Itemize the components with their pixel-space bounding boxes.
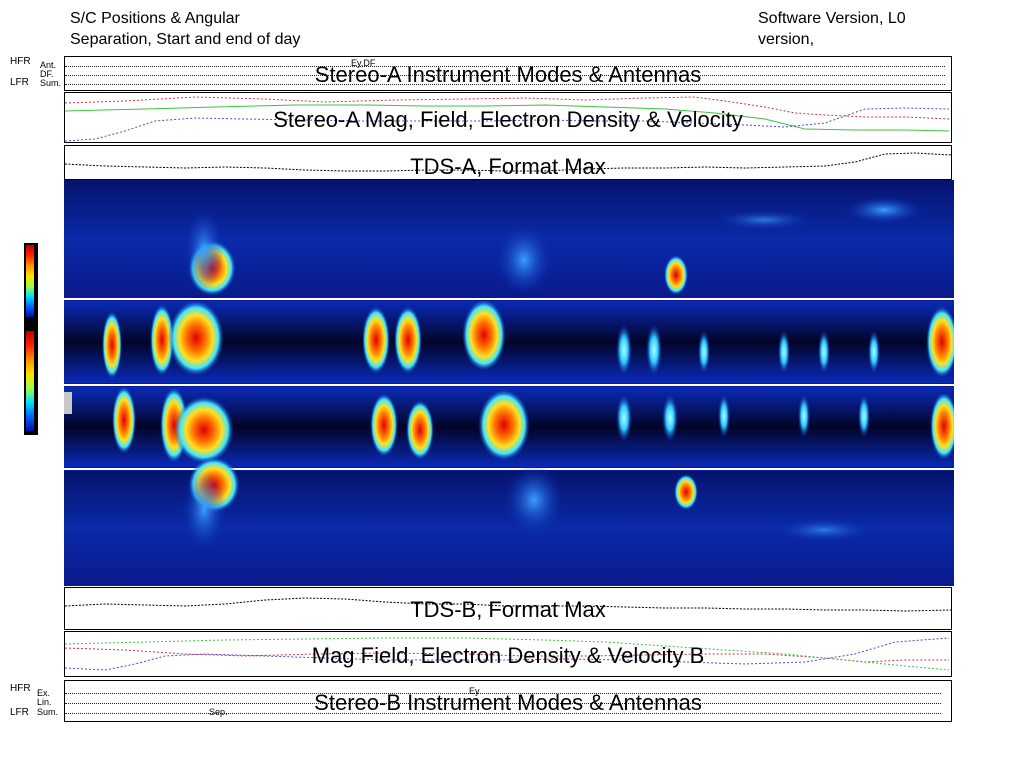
spectrogram-a-hfr — [64, 180, 954, 298]
stereo-a-row1-label: Ant. — [40, 60, 57, 70]
spectrogram-a-lfr — [64, 299, 954, 383]
stereo-b-mode-marker: Ey — [469, 686, 480, 696]
header-right: Software Version, L0 version, — [758, 8, 906, 50]
stereo-a-mag-red-trace — [65, 96, 950, 120]
stereo-b-row3-label: Sum. — [37, 707, 59, 717]
stereo-b-lfr-label: LFR — [10, 707, 29, 718]
stereo-b-modes-panel: Ey Sep. Stereo-B Instrument Modes & Ante… — [64, 680, 952, 722]
mag-b-green-trace — [65, 637, 950, 671]
colorbar-frame — [24, 243, 38, 435]
stereo-a-hfr-label: HFR — [10, 56, 31, 67]
header-right-line2: version, — [758, 31, 815, 48]
mode-track-3 — [65, 84, 945, 85]
header-left-line2: Separation, Start and end of day — [70, 31, 301, 48]
stereo-a-row2-label: DF. — [40, 69, 54, 79]
mag-b-traces — [65, 637, 950, 671]
stereo-b-hfr-label: HFR — [10, 683, 31, 694]
mag-b-panel: Mag Field, Electron Density & Velocity B — [64, 631, 952, 677]
spectrogram-svg — [64, 180, 954, 586]
stereo-a-mag-panel: Stereo-A Mag, Field, Electron Density & … — [64, 92, 952, 143]
mode-track-2 — [65, 75, 945, 76]
spectrogram-b-lfr — [64, 386, 954, 467]
stereo-a-row3-label: Sum. — [40, 78, 62, 88]
stereo-a-mode-marker: Ey,DF — [351, 58, 376, 68]
tds-b-panel: TDS-B, Format Max — [64, 587, 952, 630]
stereo-a-lfr-label: LFR — [10, 77, 29, 88]
tds-a-trace — [65, 152, 951, 172]
stereo-a-modes-panel: Ey,DF Stereo-A Instrument Modes & Antenn… — [64, 56, 952, 91]
mode-track-b3 — [65, 713, 941, 714]
header-left-line1: S/C Positions & Angular — [70, 10, 240, 27]
colorbar-upper — [26, 245, 34, 317]
colorbar-lower — [26, 331, 34, 431]
stereo-a-mag-blue-trace — [65, 107, 950, 142]
spectrogram-block — [64, 180, 954, 586]
stereo-a-mag-traces — [65, 96, 950, 142]
tds-b-trace — [65, 597, 951, 612]
stereo-a-mag-green-trace — [65, 104, 950, 132]
stereo-b-row2-label: Lin. — [37, 697, 52, 707]
mode-track-1 — [65, 66, 945, 67]
header-left: S/C Positions & Angular Separation, Star… — [70, 8, 300, 50]
tds-a-panel: TDS-A, Format Max — [64, 145, 952, 180]
mag-b-blue-trace — [65, 637, 950, 671]
mode-track-b2 — [65, 703, 941, 704]
spectrogram-b-hfr — [64, 457, 954, 586]
mode-track-b1 — [65, 693, 941, 694]
stereo-b-row1-label: Ex. — [37, 688, 51, 698]
header-right-line1: Software Version, L0 — [758, 10, 906, 27]
stereo-b-sep-marker: Sep. — [209, 707, 228, 717]
